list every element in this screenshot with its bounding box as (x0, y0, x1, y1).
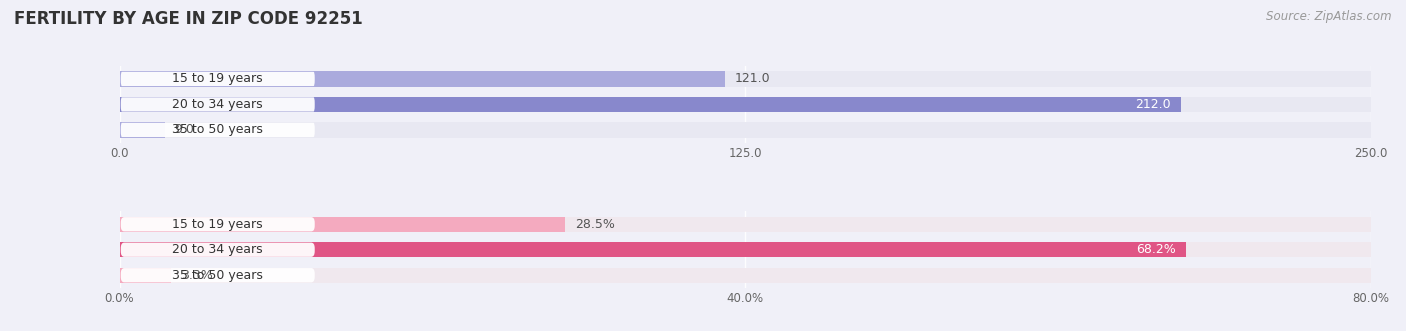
Bar (120, 216, 565, 232)
Text: 28.5%: 28.5% (575, 218, 616, 231)
FancyBboxPatch shape (121, 123, 315, 137)
Text: 3.3%: 3.3% (181, 269, 212, 282)
FancyBboxPatch shape (121, 72, 315, 86)
Bar (120, 122, 165, 138)
Bar (120, 122, 1371, 138)
Text: 15 to 19 years: 15 to 19 years (173, 72, 263, 85)
Text: 35 to 50 years: 35 to 50 years (173, 123, 263, 136)
Text: FERTILITY BY AGE IN ZIP CODE 92251: FERTILITY BY AGE IN ZIP CODE 92251 (14, 10, 363, 28)
Bar (120, 71, 1371, 87)
Text: 20 to 34 years: 20 to 34 years (173, 98, 263, 111)
Text: Source: ZipAtlas.com: Source: ZipAtlas.com (1267, 10, 1392, 23)
Bar (120, 71, 725, 87)
FancyBboxPatch shape (121, 243, 315, 257)
FancyBboxPatch shape (121, 217, 315, 231)
FancyBboxPatch shape (121, 97, 315, 112)
Bar (120, 267, 172, 283)
Text: 20 to 34 years: 20 to 34 years (173, 243, 263, 256)
FancyBboxPatch shape (121, 268, 315, 282)
Bar (120, 97, 1371, 112)
Bar (120, 242, 1371, 258)
Text: 15 to 19 years: 15 to 19 years (173, 218, 263, 231)
Text: 35 to 50 years: 35 to 50 years (173, 269, 263, 282)
Text: 9.0: 9.0 (174, 123, 194, 136)
Text: 212.0: 212.0 (1135, 98, 1171, 111)
Bar (120, 242, 1187, 258)
Bar (120, 216, 1371, 232)
Bar (120, 267, 1371, 283)
Text: 68.2%: 68.2% (1136, 243, 1177, 256)
Bar (120, 97, 1181, 112)
Text: 121.0: 121.0 (735, 72, 770, 85)
